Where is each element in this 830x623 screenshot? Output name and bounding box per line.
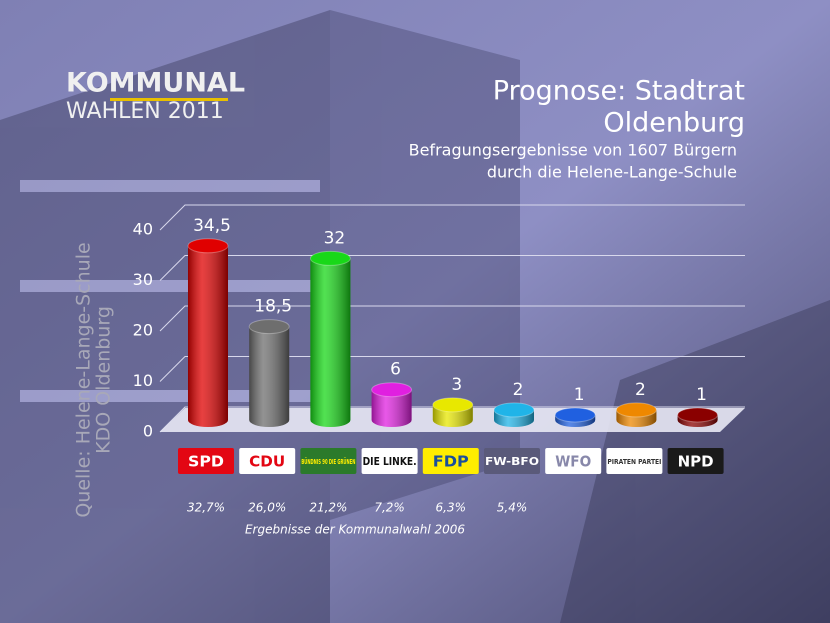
party-logo — [361, 448, 418, 474]
logo-line2: WAHLEN 2011 — [66, 99, 224, 124]
chart-subtitle: Befragungsergebnisse von 1607 Bürgern — [409, 141, 737, 160]
x-tick-label: CDU — [249, 453, 285, 471]
bar-cap — [309, 250, 351, 266]
x-tick-label: FDP — [433, 453, 469, 471]
bar-cap — [432, 397, 474, 413]
x-tick-label: SPD — [188, 453, 224, 471]
party-logo — [484, 448, 540, 474]
party-logo — [239, 448, 296, 474]
value-label: 32 — [324, 228, 346, 248]
party-logo — [667, 448, 724, 474]
y-tick-label: 40 — [133, 220, 153, 239]
source-line2: KDO Oldenburg — [93, 306, 115, 454]
bar-cap — [187, 238, 229, 254]
value-label: 1 — [574, 385, 585, 405]
bar-cap — [554, 407, 596, 423]
party-logo — [606, 448, 663, 474]
party-logo — [178, 448, 234, 474]
value-label: 34,5 — [193, 216, 231, 236]
previous-value: 26,0% — [248, 501, 286, 515]
party-logo — [545, 448, 602, 474]
value-label: 6 — [390, 360, 401, 380]
grid-line — [159, 305, 745, 332]
x-tick-label: DIE LINKE. — [363, 455, 417, 468]
previous-value: 21,2% — [309, 501, 347, 515]
bar-shade — [310, 258, 351, 428]
previous-value: 6,3% — [436, 501, 467, 515]
grid-line — [159, 204, 745, 231]
previous-value: 7,2% — [374, 501, 405, 515]
value-label: 2 — [635, 380, 646, 400]
y-tick-label: 10 — [133, 371, 153, 390]
value-label: 1 — [696, 385, 707, 405]
x-tick-label: WFO — [555, 453, 591, 471]
previous-label: Ergebnisse der Kommunalwahl 2006 — [245, 523, 465, 537]
previous-value: 32,7% — [187, 501, 225, 515]
x-tick-label: PIRATEN PARTEI — [607, 458, 661, 466]
bar-cap — [493, 402, 535, 418]
y-tick-label: 0 — [143, 422, 153, 441]
grid-line — [159, 255, 745, 281]
bar-cap — [248, 319, 290, 335]
y-tick-label: 30 — [133, 270, 153, 289]
x-tick-label: NPD — [678, 453, 714, 471]
party-logo — [300, 448, 357, 474]
value-label: 3 — [451, 375, 462, 395]
y-tick-label: 20 — [133, 321, 153, 340]
grid-line — [159, 406, 745, 433]
party-logo — [422, 448, 479, 474]
source-line1: Quelle: Helene-Lange-Schule — [73, 242, 95, 517]
bar-shade — [249, 326, 290, 427]
bar-cap — [371, 382, 413, 398]
logo-line1: KOMMUNAL — [66, 68, 245, 99]
bar-shade — [371, 389, 412, 428]
grid-line — [159, 356, 745, 382]
logo-stripe — [110, 98, 228, 101]
x-tick-label: BÜNDNIS 90 DIE GRÜNEN — [301, 457, 355, 466]
previous-value: 5,4% — [497, 501, 528, 515]
value-label: 18,5 — [254, 297, 292, 317]
bar-cap — [615, 402, 657, 418]
chart-title: Prognose: Stadtrat — [493, 76, 745, 107]
bar-cap — [677, 407, 719, 423]
value-label: 2 — [513, 380, 524, 400]
chart-subtitle: durch die Helene-Lange-Schule — [487, 163, 737, 182]
chart-title: Oldenburg — [603, 108, 745, 139]
bar-shade — [188, 245, 228, 427]
x-tick-label: FW-BFO — [485, 455, 539, 468]
